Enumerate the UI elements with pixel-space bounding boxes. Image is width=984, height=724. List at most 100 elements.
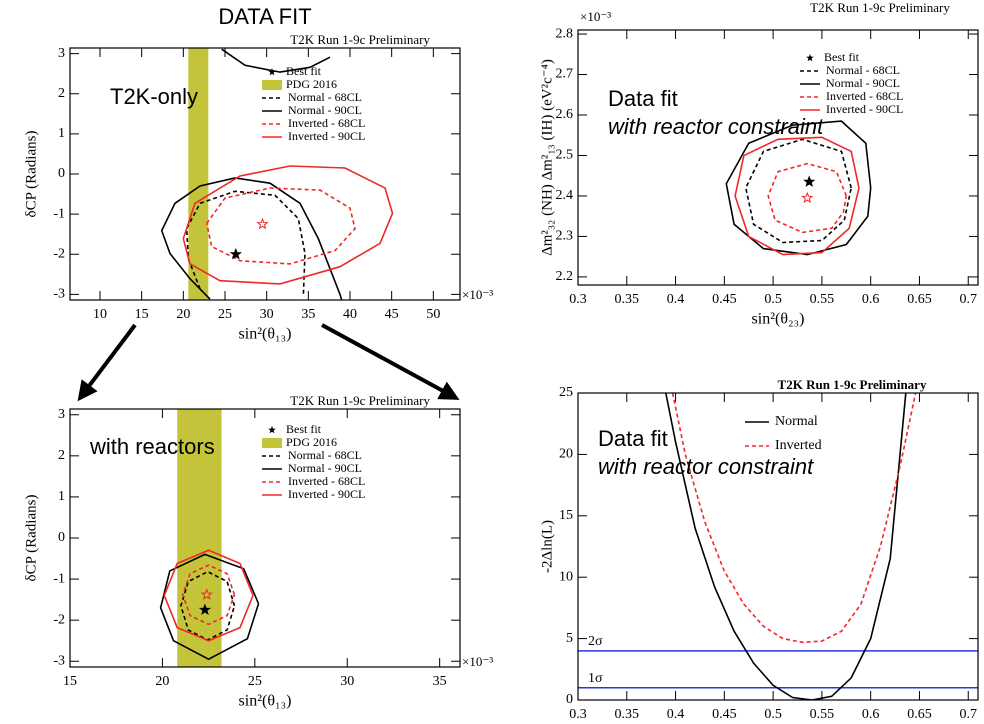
legend-label: Normal - 90CL [826, 76, 900, 90]
annotation: with reactor constraint [598, 454, 814, 479]
y-tick-label: 2.5 [556, 148, 574, 163]
y-tick-label: -2 [53, 246, 65, 261]
y-tick-label: 5 [566, 631, 573, 646]
x-tick-label: 0.4 [667, 292, 685, 307]
legend-label: Best fit [286, 422, 322, 436]
x-tick-label: 0.35 [615, 707, 640, 722]
legend-swatch [262, 438, 282, 448]
curve [181, 564, 236, 626]
y-axis-label: δCP (Radians) [23, 495, 39, 582]
curve [665, 393, 907, 700]
chart-title: T2K Run 1-9c Preliminary [778, 377, 927, 392]
x-tick-label: 0.7 [959, 292, 977, 307]
annotation: Data fit [598, 426, 668, 451]
x-tick-label: 50 [426, 307, 440, 322]
legend-label: Normal - 90CL [288, 461, 362, 475]
best-fit-star [256, 217, 269, 230]
y-tick-label: 0 [566, 692, 573, 707]
x-tick-label: 0.3 [569, 707, 587, 722]
chart-title: T2K Run 1-9c Preliminary [290, 393, 430, 408]
plot-area [159, 409, 260, 667]
curve [671, 393, 917, 644]
y-tick-label: 3 [58, 407, 65, 422]
legend-label: PDG 2016 [286, 77, 337, 91]
x-tick-label: 0.35 [615, 292, 640, 307]
y-tick-label: 10 [559, 569, 573, 584]
x-tick-label: 0.6 [862, 707, 880, 722]
x-tick-label: 30 [260, 307, 274, 322]
x-tick-label: 25 [248, 674, 262, 689]
legend-label: Inverted [775, 438, 822, 453]
legend-label: PDG 2016 [286, 435, 337, 449]
x-axis-label: sin²(θ₁₃) [239, 693, 292, 710]
legend-label: Inverted - 68CL [288, 116, 365, 130]
axis-multiplier: ×10⁻³ [580, 9, 611, 24]
x-tick-label: 0.4 [667, 707, 685, 722]
legend-label: Inverted - 68CL [826, 89, 903, 103]
y-tick-label: 2 [58, 448, 65, 463]
y-axis-label: -2Δln(L) [539, 520, 555, 573]
annotation: with reactor constraint [608, 114, 824, 139]
annotation: with reactors [89, 434, 215, 459]
curve [160, 48, 343, 300]
y-tick-label: 2.2 [556, 269, 574, 284]
sigma-label: 1σ [588, 671, 603, 686]
curve [767, 162, 848, 234]
x-tick-label: 45 [385, 307, 399, 322]
x-tick-label: 0.3 [569, 292, 587, 307]
y-tick-label: -1 [53, 206, 65, 221]
curve [185, 190, 306, 297]
axis-multiplier: ×10⁻³ [462, 287, 493, 302]
x-tick-label: 35 [301, 307, 315, 322]
y-tick-label: -3 [53, 287, 65, 302]
curve [725, 120, 872, 256]
legend-label: Normal - 90CL [288, 103, 362, 117]
legend-swatch [262, 80, 282, 90]
annotation: Data fit [608, 86, 678, 111]
plot-area [160, 48, 394, 300]
legend-star [806, 54, 814, 62]
x-tick-label: 0.65 [907, 707, 932, 722]
x-tick-label: 30 [340, 674, 354, 689]
pdg-band [177, 409, 222, 667]
legend-star [268, 68, 276, 76]
x-tick-label: 40 [343, 307, 357, 322]
x-tick-label: 0.5 [764, 292, 782, 307]
annotation: T2K-only [110, 84, 198, 109]
x-tick-label: 25 [218, 307, 232, 322]
y-tick-label: 15 [559, 508, 573, 523]
x-tick-label: 0.45 [712, 292, 737, 307]
curve [205, 187, 356, 265]
frame [577, 392, 979, 701]
x-axis-label: sin²(θ₁₃) [239, 326, 292, 343]
curve [180, 570, 236, 641]
best-fit-star [801, 191, 814, 204]
legend-label: Inverted - 90CL [288, 487, 365, 501]
y-tick-label: -1 [53, 571, 65, 586]
y-tick-label: 2.8 [556, 26, 574, 41]
x-tick-label: 0.55 [810, 707, 835, 722]
best-fit-star [803, 175, 816, 187]
x-tick-label: 15 [135, 307, 149, 322]
x-tick-label: 0.55 [810, 292, 835, 307]
frame [577, 29, 979, 286]
legend-label: Best fit [824, 50, 860, 64]
page-title: DATA FIT [218, 4, 311, 29]
y-tick-label: 0 [58, 166, 65, 181]
x-tick-label: 0.5 [764, 707, 782, 722]
legend-label: Normal - 68CL [288, 448, 362, 462]
curve [744, 138, 852, 244]
x-tick-label: 15 [63, 674, 77, 689]
y-axis-label: δCP (Radians) [23, 131, 39, 218]
axis-multiplier: ×10⁻³ [462, 654, 493, 669]
curve [734, 136, 860, 256]
legend-label: Inverted - 90CL [826, 102, 903, 116]
y-tick-label: 20 [559, 447, 573, 462]
chart-title: T2K Run 1-9c Preliminary [810, 0, 950, 15]
y-tick-label: 2 [58, 86, 65, 101]
y-tick-label: 1 [58, 126, 65, 141]
x-axis-label: sin²(θ₂₃) [752, 311, 805, 328]
curve [182, 165, 394, 285]
